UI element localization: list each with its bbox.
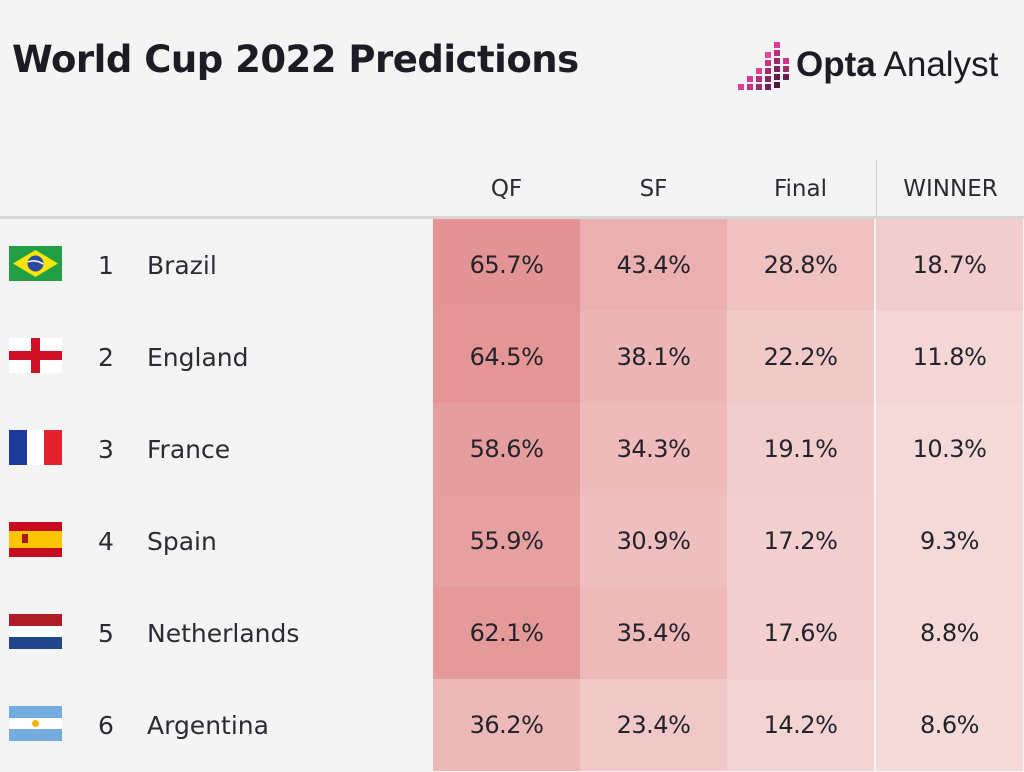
probability-cell-qf: 58.6% <box>433 403 580 495</box>
page-title: World Cup 2022 Predictions <box>12 38 579 81</box>
rank-label: 2 <box>98 342 114 372</box>
table-row: 4 Spain 55.9% 30.9% 17.2% 9.3% <box>0 495 1024 587</box>
probability-cell-sf: 43.4% <box>580 219 727 311</box>
probability-cell-qf: 65.7% <box>433 219 580 311</box>
probability-cell-winner: 8.6% <box>876 679 1023 771</box>
team-name: Netherlands <box>147 618 300 648</box>
england-flag-icon <box>9 338 62 373</box>
column-header-winner: WINNER <box>876 160 1024 217</box>
team-name: France <box>147 434 231 464</box>
header-divider <box>0 216 1024 219</box>
column-header-sf: SF <box>639 175 668 202</box>
probability-cell-qf: 62.1% <box>433 587 580 679</box>
team-name: Spain <box>147 526 217 556</box>
table-row: 5 Netherlands 62.1% 35.4% 17.6% 8.8% <box>0 587 1024 679</box>
probability-cell-winner: 8.8% <box>876 587 1023 679</box>
opta-analyst-logo: Opta Analyst <box>736 36 998 94</box>
probability-cell-qf: 36.2% <box>433 679 580 771</box>
column-header-final: Final <box>773 175 827 202</box>
logo-text: Opta Analyst <box>796 45 999 84</box>
rank-label: 5 <box>98 618 114 648</box>
probability-cell-final: 22.2% <box>727 311 874 403</box>
probability-cell-sf: 35.4% <box>580 587 727 679</box>
table-row: 6 Argentina 36.2% 23.4% 14.2% 8.6% <box>0 679 1024 771</box>
probability-cell-qf: 64.5% <box>433 311 580 403</box>
probability-cell-winner: 9.3% <box>876 495 1023 587</box>
team-name: Brazil <box>147 250 217 280</box>
table-row: 1 Brazil 65.7% 43.4% 28.8% 18.7% <box>0 219 1024 311</box>
rank-label: 3 <box>98 434 114 464</box>
probability-cell-final: 14.2% <box>727 679 874 771</box>
argentina-flag-icon <box>9 706 62 741</box>
rank-label: 4 <box>98 526 114 556</box>
table-row: 3 France 58.6% 34.3% 19.1% 10.3% <box>0 403 1024 495</box>
probability-cell-qf: 55.9% <box>433 495 580 587</box>
spain-flag-icon <box>9 522 62 557</box>
probability-cell-final: 17.2% <box>727 495 874 587</box>
column-header-qf: QF <box>490 175 523 202</box>
team-name: Argentina <box>147 710 269 740</box>
probability-cell-final: 17.6% <box>727 587 874 679</box>
probability-cell-sf: 34.3% <box>580 403 727 495</box>
opta-bars-icon <box>736 38 794 92</box>
table-header: QF SF Final WINNER <box>0 160 1024 217</box>
netherlands-flag-icon <box>9 614 62 649</box>
probability-cell-winner: 18.7% <box>876 219 1023 311</box>
probability-cell-winner: 10.3% <box>876 403 1023 495</box>
probability-cell-final: 28.8% <box>727 219 874 311</box>
rank-label: 1 <box>98 250 114 280</box>
probability-cell-final: 19.1% <box>727 403 874 495</box>
probability-cell-winner: 11.8% <box>876 311 1023 403</box>
team-name: England <box>147 342 249 372</box>
probability-cell-sf: 30.9% <box>580 495 727 587</box>
brazil-flag-icon <box>9 246 62 281</box>
probability-cell-sf: 38.1% <box>580 311 727 403</box>
table-row: 2 England 64.5% 38.1% 22.2% 11.8% <box>0 311 1024 403</box>
rank-label: 6 <box>98 710 114 740</box>
france-flag-icon <box>9 430 62 465</box>
probability-cell-sf: 23.4% <box>580 679 727 771</box>
